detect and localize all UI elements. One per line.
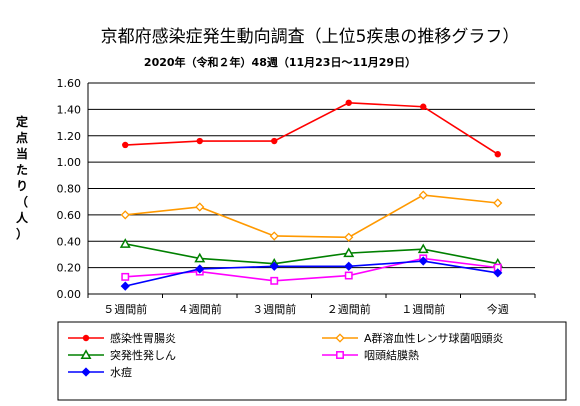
data-point: [120, 210, 130, 220]
data-point: [344, 271, 353, 280]
data-point: [269, 231, 279, 241]
data-point: [493, 268, 503, 278]
legend-item: 咽頭結膜熱: [322, 348, 419, 362]
legend-label: 水痘: [110, 365, 132, 379]
data-point: [335, 333, 345, 343]
y-tick-label: 1.00: [57, 156, 82, 169]
data-point: [195, 202, 205, 212]
data-point: [196, 137, 203, 145]
data-point: [420, 103, 427, 110]
y-tick-label: 1.60: [57, 77, 82, 90]
x-tick-label: ５週間前: [103, 302, 147, 316]
legend-item: 水痘: [68, 365, 132, 379]
data-point: [119, 238, 131, 248]
y-axis-label: 定点当たり（人）: [16, 114, 29, 241]
x-tick-label: １週間前: [401, 302, 445, 316]
data-point: [270, 276, 279, 285]
data-point: [336, 351, 344, 359]
series-line: [125, 194, 498, 239]
data-point: [122, 141, 129, 149]
data-point: [418, 190, 428, 200]
data-point: [417, 243, 429, 254]
legend-item: A群溶血性レンサ球菌咽頭炎: [322, 331, 504, 345]
x-tick-label: 今週: [487, 302, 509, 316]
series-line: [125, 101, 499, 155]
series-line: [125, 243, 498, 265]
y-tick-label: 0.60: [57, 209, 82, 222]
series-line: [125, 260, 498, 287]
legend-box: [57, 321, 567, 401]
legend-label: 感染性胃腸炎: [110, 331, 176, 345]
y-tick-label: 0.40: [57, 235, 82, 248]
y-tick-label: 0.00: [57, 288, 82, 301]
data-point: [418, 256, 428, 266]
legend-item: 突発性発しん: [68, 348, 176, 362]
series-circle: [122, 99, 501, 158]
data-point: [81, 367, 91, 377]
data-point: [271, 137, 278, 145]
y-tick-label: 1.20: [57, 130, 82, 143]
data-point: [343, 247, 355, 258]
legend-label: 突発性発しん: [110, 348, 176, 362]
y-tick-label: 0.80: [57, 183, 82, 196]
series-line: [125, 257, 498, 282]
data-point: [120, 281, 130, 291]
data-point: [121, 272, 130, 281]
x-tick-label: ４週間前: [178, 302, 222, 316]
chart-subtitle: 2020年（令和２年）48週（11月23日〜11月29日）: [144, 55, 416, 69]
data-point: [194, 252, 206, 263]
data-point: [82, 334, 90, 342]
series-diamond: [120, 190, 503, 242]
data-point: [344, 232, 354, 242]
series-diamond: [120, 256, 503, 291]
chart-title: 京都府感染症発生動向調査（上位5疾患の推移グラフ）: [101, 27, 520, 47]
series-square: [121, 254, 502, 285]
data-point: [345, 99, 352, 106]
legend-label: 咽頭結膜熱: [364, 348, 419, 362]
data-point: [195, 264, 205, 274]
y-tick-label: 0.20: [57, 262, 82, 275]
data-point: [80, 349, 92, 359]
legend-item: 感染性胃腸炎: [68, 331, 176, 345]
legend-label: A群溶血性レンサ球菌咽頭炎: [364, 331, 504, 345]
y-tick-label: 1.40: [57, 103, 82, 116]
data-point: [494, 151, 501, 158]
data-point: [344, 261, 354, 271]
data-point: [493, 198, 503, 208]
series-triangle: [119, 238, 504, 268]
x-tick-label: ３週間前: [252, 302, 296, 316]
data-point: [269, 261, 279, 271]
x-tick-label: ２週間前: [327, 302, 371, 316]
